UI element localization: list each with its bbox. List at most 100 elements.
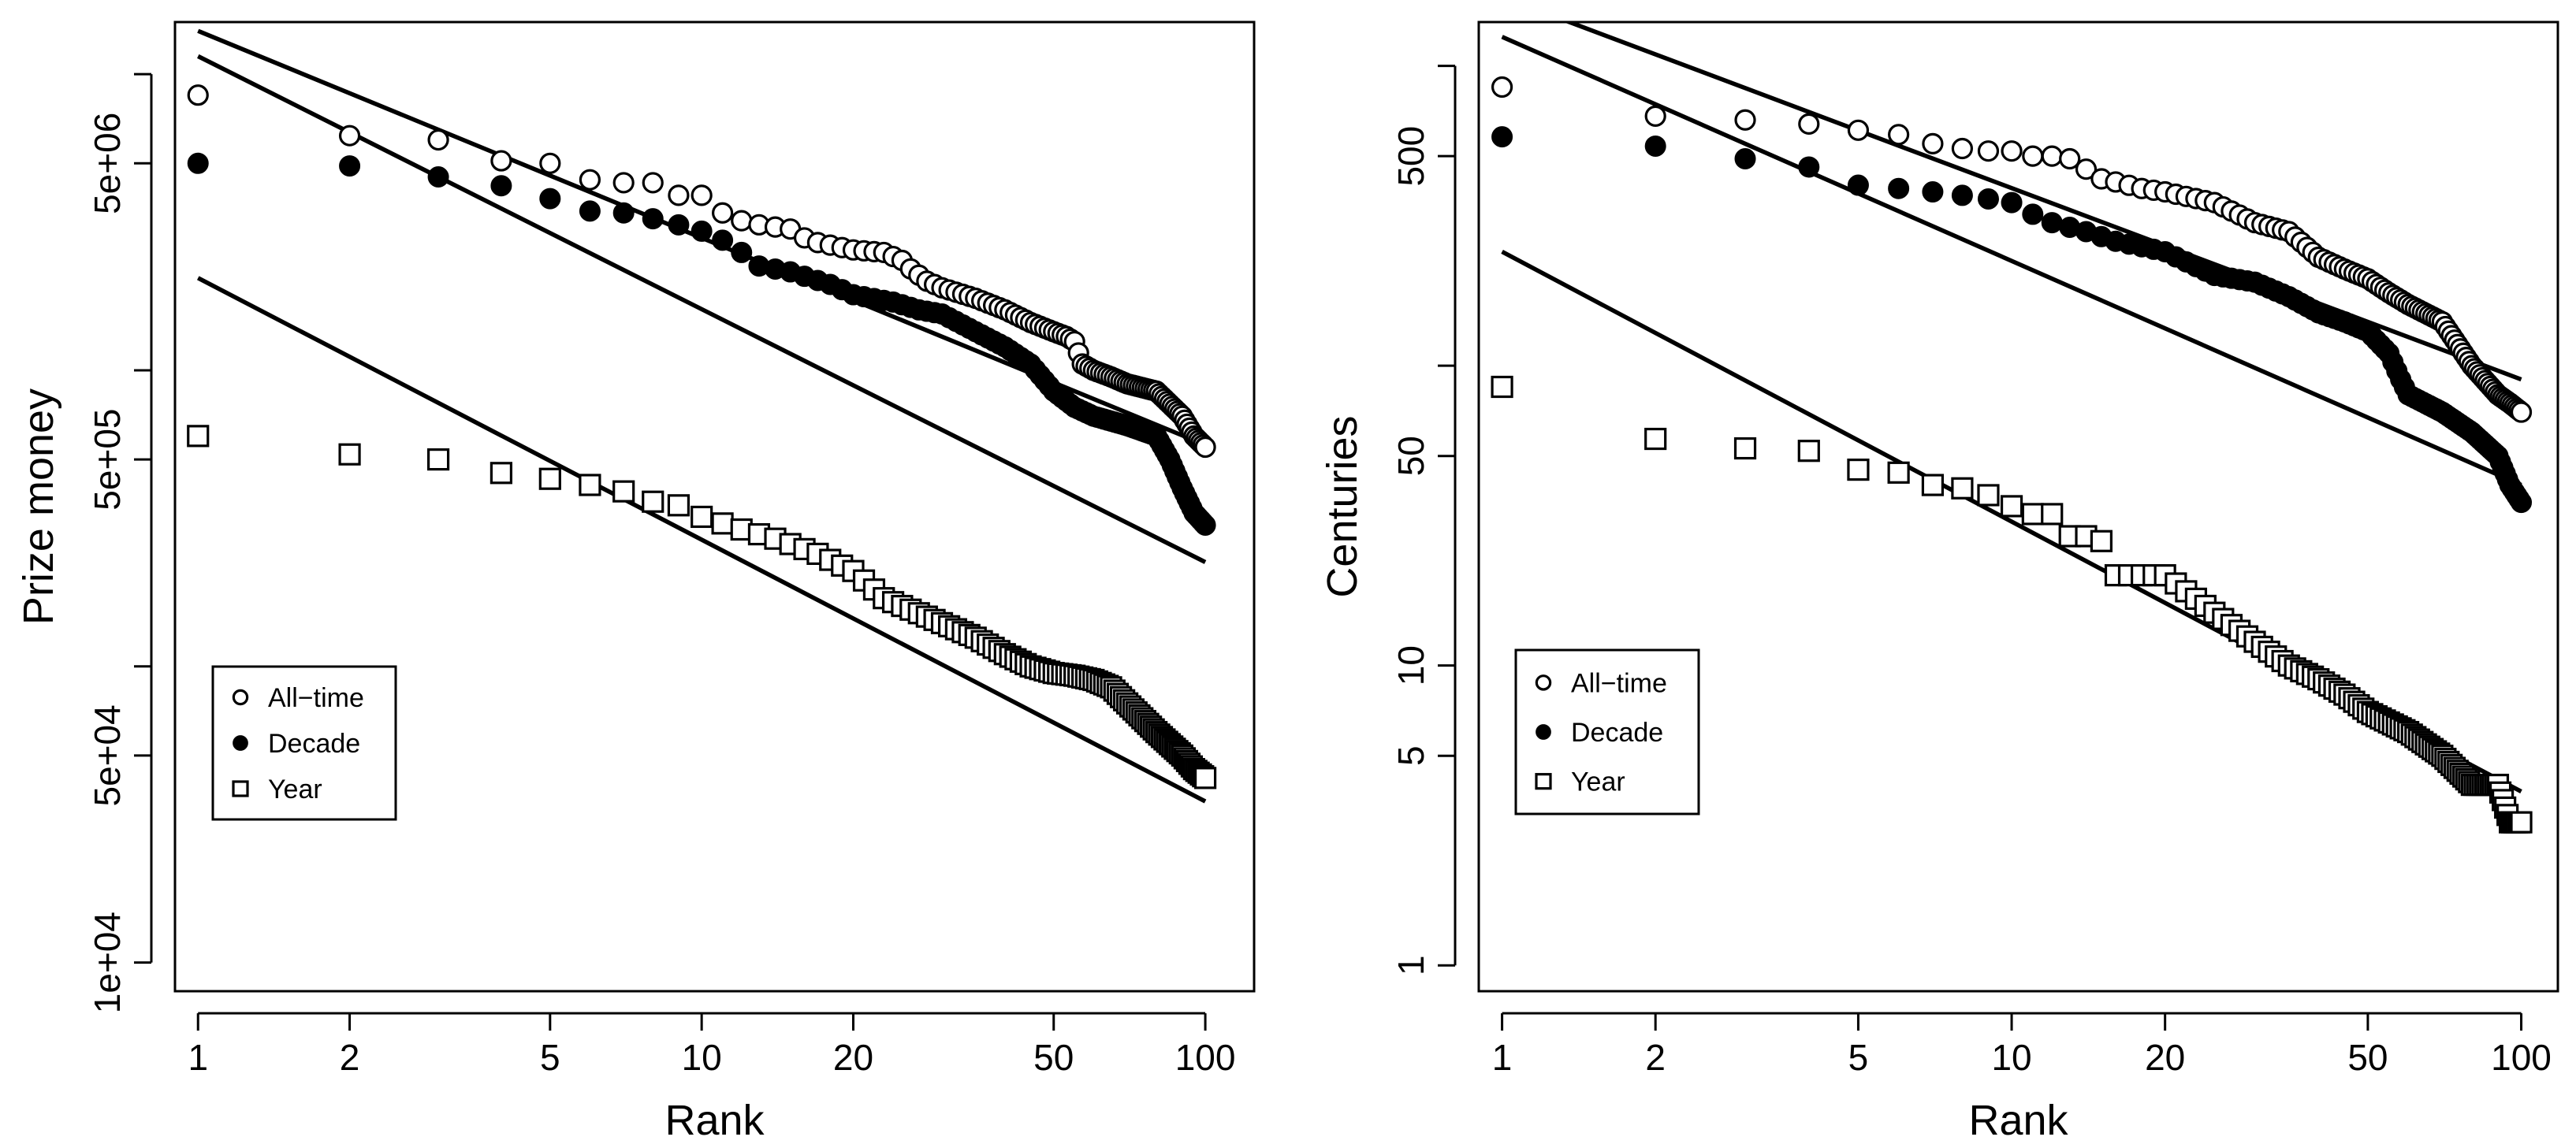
y-tick-label: 5 — [1390, 745, 1431, 766]
data-point — [691, 220, 713, 242]
plot-frame — [173, 20, 1256, 993]
data-point — [712, 202, 734, 224]
data-point — [1798, 156, 1820, 178]
data-point — [1644, 427, 1667, 451]
data-point — [339, 155, 361, 177]
data-point — [691, 505, 713, 529]
legend-label: Decade — [1571, 718, 1663, 748]
data-point — [2000, 495, 2023, 518]
data-point — [539, 188, 561, 210]
data-point — [2041, 145, 2063, 167]
fit-line — [196, 276, 1207, 804]
data-point — [712, 229, 734, 251]
y-tick-label: 1e+04 — [87, 912, 128, 1013]
data-point — [731, 241, 753, 263]
legend-label: All−time — [268, 683, 364, 713]
data-point — [338, 124, 361, 147]
data-point — [1733, 437, 1757, 460]
data-point — [1887, 461, 1910, 484]
legend-item: All−time — [1535, 668, 1667, 698]
x-tick-label: 1 — [1492, 1037, 1513, 1078]
data-point — [1644, 105, 1666, 127]
data-point — [2022, 145, 2044, 167]
legend-label: Year — [1571, 767, 1625, 797]
x-axis-label: Rank — [1968, 1097, 2068, 1144]
legend-item: Year — [232, 775, 322, 804]
x-tick-label: 100 — [1175, 1037, 1236, 1078]
data-point — [426, 448, 450, 471]
y-tick-label: 5e+05 — [87, 409, 128, 511]
data-point — [1491, 375, 1513, 399]
series-alltime — [187, 84, 1216, 459]
y-axis: 1e+04 5e+04 5e+05 5e+06 Prize money — [15, 72, 153, 1013]
data-point — [1734, 147, 1756, 169]
data-point — [2021, 503, 2044, 526]
legend-marker — [232, 780, 249, 797]
legend-item: Decade — [1536, 718, 1663, 748]
x-tick-label: 50 — [2347, 1037, 2388, 1078]
data-point — [1734, 109, 1756, 131]
legend-marker — [1535, 674, 1552, 691]
data-point — [2059, 147, 2081, 170]
x-tick-label: 20 — [833, 1037, 873, 1078]
data-point — [579, 474, 601, 496]
data-point — [579, 169, 601, 191]
series-year — [187, 425, 1217, 789]
y-tick-label: 500 — [1390, 126, 1431, 187]
data-point — [538, 467, 561, 490]
data-point — [1888, 177, 1910, 199]
series-alltime — [1491, 76, 2533, 423]
series-year — [1491, 375, 2533, 834]
data-point — [1491, 76, 1513, 98]
data-point — [2041, 212, 2063, 234]
data-point — [1951, 137, 1974, 160]
data-point — [612, 480, 635, 503]
x-tick-label: 2 — [1645, 1037, 1666, 1078]
data-point — [1922, 181, 1944, 203]
legend-item: Year — [1535, 767, 1625, 797]
series-decade — [187, 152, 1216, 536]
x-tick-label: 1 — [188, 1037, 208, 1078]
y-tick-label: 5e+06 — [87, 113, 128, 214]
legend-item: Decade — [233, 729, 360, 759]
data-point — [1847, 174, 1869, 196]
plot-frame — [1477, 20, 2559, 993]
data-point — [668, 184, 690, 206]
x-axis-label: Rank — [664, 1097, 765, 1144]
legend-marker — [1536, 724, 1551, 740]
x-tick-label: 100 — [2491, 1037, 2552, 1078]
data-point — [642, 172, 664, 194]
data-point — [187, 152, 209, 174]
data-point — [691, 184, 713, 206]
data-point — [1194, 436, 1216, 459]
data-point — [539, 152, 561, 174]
legend: All−time Decade Year — [1514, 648, 1700, 815]
data-point — [1798, 113, 1820, 135]
data-point — [2510, 401, 2533, 423]
chart-panel-2: 1 2 5 10 20 50 100 Rank 1 5 10 50 500 Centuries All−ti… — [1319, 20, 2559, 1144]
legend-label: Year — [268, 775, 322, 804]
legend-label: Decade — [268, 729, 360, 759]
data-point — [642, 490, 664, 513]
data-point — [1847, 459, 1870, 481]
fit-line — [197, 54, 1207, 564]
data-point — [1888, 124, 1910, 146]
fit-line — [1501, 35, 2522, 488]
data-point — [427, 165, 449, 188]
legend-label: All−time — [1571, 668, 1667, 698]
data-point — [1951, 477, 1974, 500]
data-point — [731, 210, 753, 232]
data-point — [1797, 440, 1820, 463]
data-point — [2001, 140, 2023, 162]
data-point — [642, 208, 664, 230]
x-tick-label: 2 — [340, 1037, 360, 1078]
data-point — [2075, 158, 2098, 180]
data-point — [2510, 811, 2533, 834]
data-point — [1193, 767, 1217, 789]
data-point — [711, 512, 734, 535]
data-point — [2511, 492, 2533, 514]
data-point — [338, 443, 361, 466]
chart-panel-1: 1 2 5 10 20 50 100 Rank 1e+04 5e+04 5e+05 5e+06 Priz… — [15, 20, 1256, 1144]
data-point — [2001, 191, 2023, 214]
